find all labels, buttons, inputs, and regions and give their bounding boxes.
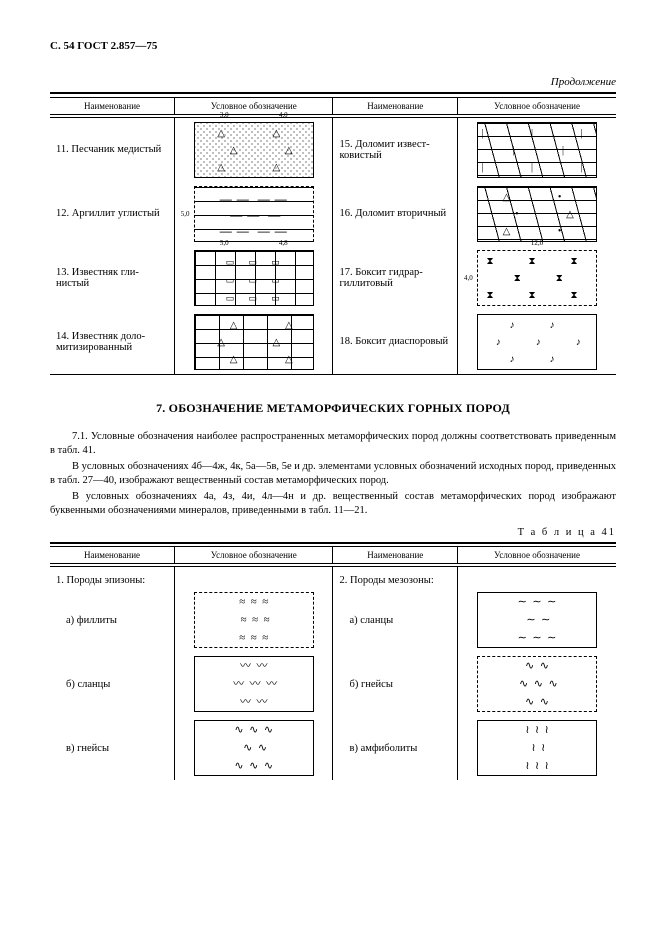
row14-symbol <box>175 310 333 375</box>
swatch-slate-epi: 〰 〰 〰 〰 〰 〰 〰 <box>194 656 314 712</box>
table-41-caption: Т а б л и ц а 41 <box>50 527 616 538</box>
table-41: Наименование Условное обозначение Наимен… <box>50 542 616 781</box>
row16-name: 16. Доломит вторич­ный <box>333 182 458 246</box>
th-name-1b: Наименование <box>50 547 175 564</box>
t41-l-a: а) филлиты <box>50 588 175 652</box>
swatch-16 <box>477 186 597 242</box>
table-row: б) сланцы 〰 〰 〰 〰 〰 〰 〰 б) гнейсы ∿ ∿ ∿ … <box>50 652 616 716</box>
swatch-11: 3,04,0 <box>194 122 314 178</box>
swatch-gneiss-meso: ∿ ∿ ∿ ∿ ∿ ∿ ∿ <box>477 656 597 712</box>
t41-l-v-sym: ∿ ∿ ∿ ∿ ∿ ∿ ∿ ∿ <box>175 716 333 780</box>
row11-symbol: 3,04,0 <box>175 117 333 182</box>
row12-symbol: 5,0 <box>175 182 333 246</box>
t41-l-b-sym: 〰 〰 〰 〰 〰 〰 〰 <box>175 652 333 716</box>
table-row: 1. Породы эпизоны: 2. Породы мезозо­ны: <box>50 567 616 589</box>
dim-icon: 5,04,8 <box>195 239 313 247</box>
para-7-3: В условных обозначениях 4а, 4з, 4и, 4л—4… <box>50 490 616 518</box>
para-7-2: В условных обозначениях 4б—4ж, 4к, 5а—5в… <box>50 460 616 488</box>
table-row: в) гнейсы ∿ ∿ ∿ ∿ ∿ ∿ ∿ ∿ в) амфиболиты … <box>50 716 616 780</box>
table-row: а) филлиты ≈ ≈ ≈ ≈ ≈ ≈ ≈ ≈ ≈ а) сланцы ∼… <box>50 588 616 652</box>
row12-name: 12. Аргиллит угли­стый <box>50 182 175 246</box>
row16-symbol <box>458 182 617 246</box>
row13-name: 13. Известняк гли­нистый <box>50 246 175 310</box>
swatch-12: 5,0 <box>194 186 314 242</box>
row18-name: 18. Боксит диаспо­ровый <box>333 310 458 375</box>
page-header: С. 54 ГОСТ 2.857—75 <box>50 40 616 52</box>
para-7-1: 7.1. Условные обозначения наиболее распр… <box>50 430 616 458</box>
table-40-cont: Наименование Условное обозначение Наимен… <box>50 92 616 375</box>
t41-l-v: в) гнейсы <box>50 716 175 780</box>
table-row: 13. Известняк гли­нистый 5,04,8 17. Бокс… <box>50 246 616 310</box>
t41-left-group: 1. Породы эпизоны: <box>50 567 175 589</box>
t41-right-group: 2. Породы мезозо­ны: <box>333 567 458 589</box>
th-symbol-2: Условное обозначение <box>458 97 617 114</box>
table-row: 12. Аргиллит угли­стый 5,0 16. Доломит в… <box>50 182 616 246</box>
dim-icon: 12,0 <box>478 239 596 247</box>
row18-symbol <box>458 310 617 375</box>
th-name-2: Наименование <box>333 97 458 114</box>
swatch-slate-meso: ∼ ∼ ∼ ∼ ∼ ∼ ∼ ∼ <box>477 592 597 648</box>
row17-symbol: 12,0 4,0 <box>458 246 617 310</box>
row14-name: 14. Известняк доло­митизированный <box>50 310 175 375</box>
t41-r-a-sym: ∼ ∼ ∼ ∼ ∼ ∼ ∼ ∼ <box>458 588 617 652</box>
swatch-amphibolite: ≀ ≀ ≀ ≀ ≀ ≀ ≀ ≀ <box>477 720 597 776</box>
th-name-2b: Наименование <box>333 547 458 564</box>
row15-name: 15. Доломит извест­ковистый <box>333 117 458 182</box>
row15-symbol <box>458 117 617 182</box>
t41-l-a-sym: ≈ ≈ ≈ ≈ ≈ ≈ ≈ ≈ ≈ <box>175 588 333 652</box>
t41-l-b: б) сланцы <box>50 652 175 716</box>
swatch-15 <box>477 122 597 178</box>
th-name-1: Наименование <box>50 97 175 114</box>
table-row: 14. Известняк доло­митизированный 18. Бо… <box>50 310 616 375</box>
t41-r-a: а) сланцы <box>333 588 458 652</box>
swatch-14 <box>194 314 314 370</box>
swatch-17: 12,0 4,0 <box>477 250 597 306</box>
swatch-18 <box>477 314 597 370</box>
dim-icon: 3,04,0 <box>195 111 313 119</box>
t41-r-v-sym: ≀ ≀ ≀ ≀ ≀ ≀ ≀ ≀ <box>458 716 617 780</box>
row11-name: 11. Песчаник ме­дистый <box>50 117 175 182</box>
swatch-gneiss-epi: ∿ ∿ ∿ ∿ ∿ ∿ ∿ ∿ <box>194 720 314 776</box>
dim-icon: 4,0 <box>464 251 473 305</box>
th-symbol-2b: Условное обозначение <box>458 547 617 564</box>
section-7-title: 7. ОБОЗНАЧЕНИЕ МЕТАМОРФИЧЕСКИХ ГОРНЫХ ПО… <box>50 401 616 416</box>
row17-name: 17. Боксит гидрар­гиллитовый <box>333 246 458 310</box>
dim-icon: 5,0 <box>181 187 190 241</box>
continuation-label: Продолжение <box>50 76 616 88</box>
swatch-phyllite: ≈ ≈ ≈ ≈ ≈ ≈ ≈ ≈ ≈ <box>194 592 314 648</box>
swatch-13: 5,04,8 <box>194 250 314 306</box>
th-symbol-1b: Условное обозначение <box>175 547 333 564</box>
table-row: 11. Песчаник ме­дистый 3,04,0 15. Доломи… <box>50 117 616 182</box>
t41-r-b: б) гнейсы <box>333 652 458 716</box>
t41-r-b-sym: ∿ ∿ ∿ ∿ ∿ ∿ ∿ <box>458 652 617 716</box>
t41-r-v: в) амфиболиты <box>333 716 458 780</box>
row13-symbol: 5,04,8 <box>175 246 333 310</box>
